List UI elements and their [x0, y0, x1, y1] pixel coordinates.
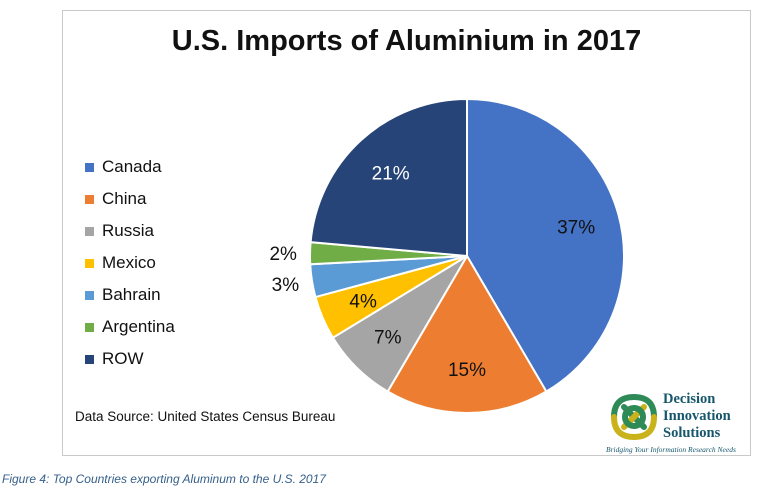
- legend-label: Mexico: [102, 253, 156, 272]
- legend-item-mexico: Mexico: [85, 247, 175, 279]
- legend-item-russia: Russia: [85, 215, 175, 247]
- legend-label: Russia: [102, 221, 154, 240]
- data-source-note: Data Source: United States Census Bureau: [75, 409, 336, 424]
- data-label-mexico: 4%: [349, 292, 377, 313]
- pie-slice-canada: [466, 97, 625, 393]
- legend-swatch: [85, 258, 94, 268]
- legend-swatch: [85, 290, 94, 300]
- legend-swatch: [85, 194, 94, 204]
- data-label-argentina: 2%: [269, 244, 297, 265]
- legend-item-china: China: [85, 183, 175, 215]
- legend-item-bahrain: Bahrain: [85, 279, 175, 311]
- legend-swatch: [85, 322, 94, 332]
- pie-slice-row: [309, 97, 468, 258]
- legend-label: Argentina: [102, 317, 175, 336]
- knot-logo-icon: [611, 393, 657, 441]
- logo-tagline: Bridging Your Information Research Needs: [606, 445, 736, 454]
- pie-slice-china: [386, 254, 548, 414]
- legend-swatch: [85, 162, 94, 172]
- legend-label: China: [102, 189, 147, 208]
- legend-label: Bahrain: [102, 285, 161, 304]
- legend-label: ROW: [102, 349, 144, 368]
- legend-item-argentina: Argentina: [85, 311, 175, 343]
- logo-text-line3: Solutions: [663, 425, 721, 441]
- legend-item-canada: Canada: [85, 151, 175, 183]
- data-label-canada: 37%: [557, 217, 595, 238]
- chart-legend: Canada China Russia Mexico Bahrain Argentina R…: [85, 151, 175, 375]
- legend-swatch: [85, 354, 94, 364]
- chart-frame: U.S. Imports of Aluminium in 2017 37% 15%…: [62, 10, 751, 456]
- company-logo: Decision Innovation Solutions Bridging Y…: [606, 389, 746, 454]
- data-label-bahrain: 3%: [272, 275, 300, 296]
- legend-label: Canada: [102, 157, 162, 176]
- data-label-row: 21%: [372, 164, 410, 185]
- legend-swatch: [85, 226, 94, 236]
- chart-title: U.S. Imports of Aluminium in 2017: [171, 25, 642, 57]
- legend-item-row: ROW: [85, 343, 175, 375]
- pie-chart: 37% 15% 7% 4% 3% 2% 21%: [269, 97, 625, 414]
- data-label-russia: 7%: [374, 328, 402, 349]
- figure-caption: Figure 4: Top Countries exporting Alumin…: [2, 472, 326, 486]
- logo-text-line2: Innovation: [663, 408, 731, 424]
- data-label-china: 15%: [448, 360, 486, 381]
- logo-text-line1: Decision: [663, 391, 716, 407]
